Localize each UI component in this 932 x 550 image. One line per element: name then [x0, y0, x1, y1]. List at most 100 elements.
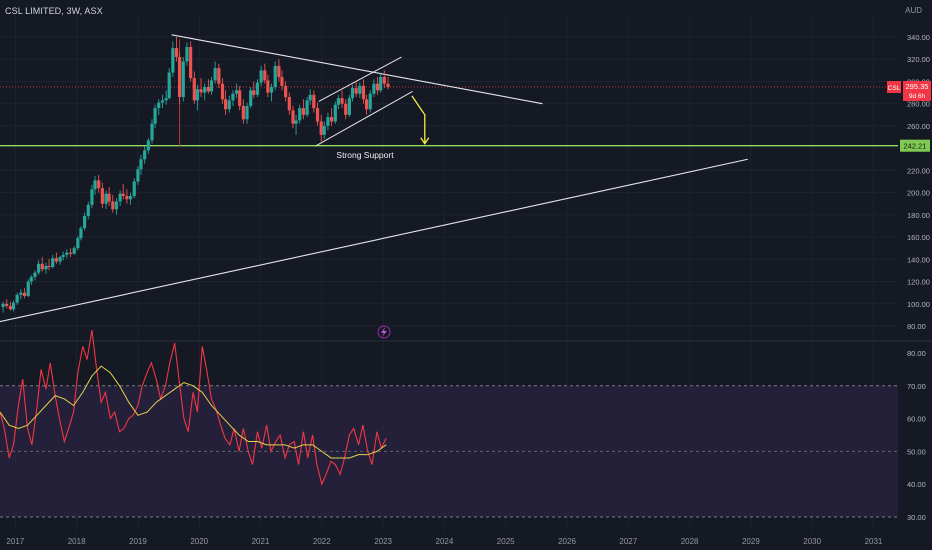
rsi-tick-label: 70.00 — [907, 382, 926, 391]
candle-up — [104, 193, 108, 204]
ticker-badge-label: CSL — [888, 85, 901, 92]
candle-up — [128, 195, 133, 200]
x-tick-label: 2026 — [558, 537, 576, 546]
candle-down — [220, 83, 225, 100]
price-tick-label: 160.00 — [907, 233, 930, 242]
x-tick-label: 2030 — [803, 537, 821, 546]
lightning-icon — [377, 325, 391, 339]
candle-up — [26, 281, 30, 296]
candle-up — [29, 277, 33, 282]
x-tick-label: 2027 — [619, 537, 637, 546]
candle-up — [118, 193, 122, 202]
x-tick-label: 2018 — [68, 537, 86, 546]
candle-up — [185, 47, 189, 62]
support-value-badge-fill — [900, 139, 930, 152]
candle-down — [361, 85, 366, 100]
candle-up — [79, 228, 83, 239]
candle-down — [238, 90, 242, 106]
candle-up — [213, 68, 217, 81]
candle-up — [65, 252, 69, 255]
x-tick-label: 2021 — [252, 537, 270, 546]
candle-up — [245, 105, 249, 120]
price-tick-label: 200.00 — [907, 189, 930, 198]
candle-up — [19, 292, 23, 295]
rsi-band — [0, 385, 898, 517]
trendline-line — [171, 34, 543, 105]
candle-up — [82, 215, 87, 229]
price-badge-value: 295.35 — [906, 82, 929, 91]
candle-up — [347, 98, 351, 115]
candle-up — [298, 108, 302, 121]
x-tick-label: 2024 — [436, 537, 454, 546]
candle-up — [136, 169, 140, 182]
candle-down — [22, 292, 27, 296]
candle-down — [100, 188, 104, 204]
candle-down — [364, 99, 369, 110]
x-tick-label: 2025 — [497, 537, 515, 546]
x-tick-label: 2019 — [129, 537, 147, 546]
candle-down — [354, 88, 358, 94]
candle-down — [206, 87, 211, 92]
candle-down — [111, 201, 115, 210]
candle-up — [143, 150, 147, 160]
price-tick-label: 340.00 — [907, 33, 930, 42]
candle-up — [227, 100, 231, 110]
x-tick-label: 2020 — [190, 537, 208, 546]
candle-down — [266, 80, 270, 93]
candle-down — [40, 263, 44, 270]
candle-up — [209, 80, 214, 92]
candle-down — [54, 258, 58, 262]
candle-up — [146, 140, 150, 151]
price-tick-label: 280.00 — [907, 100, 930, 109]
candle-up — [90, 189, 94, 205]
price-tick-label: 80.00 — [907, 322, 926, 331]
candle-up — [181, 61, 185, 98]
candle-down — [8, 305, 13, 310]
price-badge-countdown: 9d 6h — [909, 93, 926, 100]
candle-up — [61, 254, 65, 258]
candle-up — [379, 77, 383, 91]
candle-down — [277, 65, 281, 78]
candle-down — [340, 98, 344, 104]
candle-up — [336, 98, 340, 105]
candle-up — [33, 272, 37, 278]
x-tick-label: 2023 — [374, 537, 392, 546]
candle-up — [326, 117, 330, 126]
candle-down — [223, 99, 228, 110]
candle-up — [86, 204, 90, 216]
support-value-label: 242.21 — [904, 142, 927, 151]
candle-up — [259, 70, 263, 83]
candle-down — [192, 78, 196, 101]
price-tick-label: 260.00 — [907, 122, 930, 131]
arrow-head — [420, 137, 430, 145]
rsi-line — [0, 329, 387, 486]
candle-down — [199, 89, 203, 93]
price-tick-label: 120.00 — [907, 278, 930, 287]
price-tick-label: 140.00 — [907, 255, 930, 264]
x-tick-label: 2029 — [742, 537, 760, 546]
candle-up — [114, 201, 119, 210]
candle-up — [231, 93, 235, 101]
candle-up — [1, 303, 5, 308]
lightning-bolt-icon — [381, 327, 387, 337]
rsi-tick-label: 30.00 — [907, 513, 926, 522]
candle-down — [5, 303, 9, 306]
price-tick-label: 180.00 — [907, 211, 930, 220]
price-tick-label: 220.00 — [907, 166, 930, 175]
candle-down — [315, 108, 320, 122]
candle-down — [284, 85, 288, 98]
candle-up — [171, 48, 175, 73]
candle-down — [287, 97, 291, 111]
candle-down — [386, 83, 390, 88]
candle-up — [195, 89, 199, 101]
candle-up — [235, 90, 239, 94]
candle-up — [322, 125, 326, 135]
candle-down — [47, 265, 51, 268]
candle-up — [76, 238, 80, 249]
rsi-ma-line — [0, 365, 387, 459]
candle-up — [132, 181, 136, 196]
candle-up — [157, 102, 161, 109]
candle-down — [125, 195, 129, 200]
candle-down — [68, 252, 73, 254]
